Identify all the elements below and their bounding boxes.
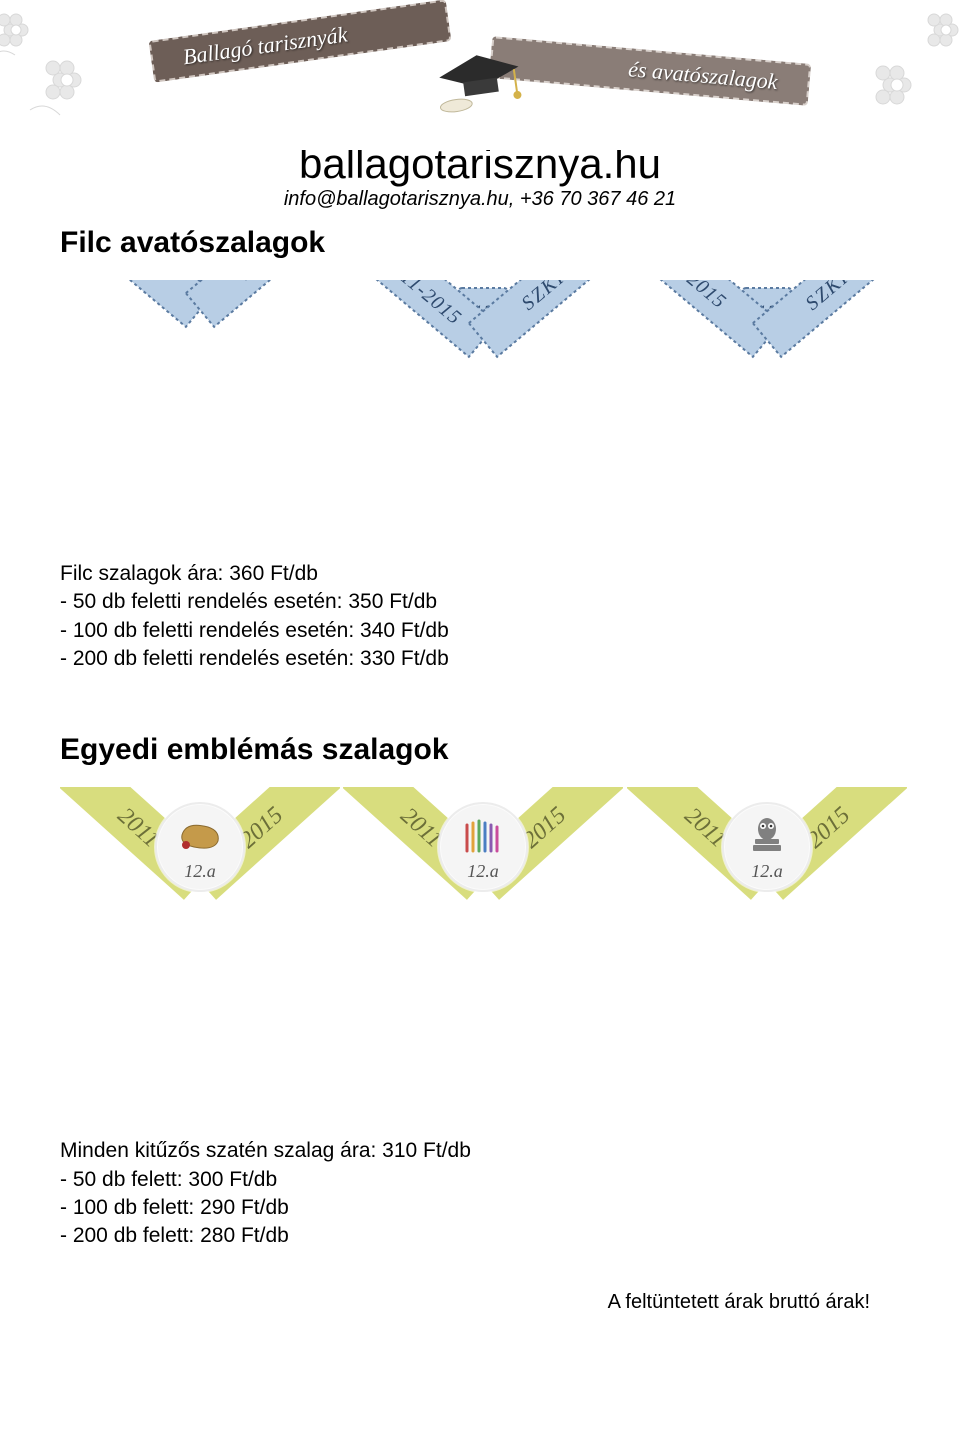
filc-ribbon-item: 12 2015 SZKI [627, 280, 900, 510]
banner-wrap: Ballagó tarisznyák és avatószalagok [130, 10, 830, 130]
svg-text:12.a: 12.a [751, 861, 783, 881]
heading-filc: Filc avatószalagok [60, 226, 900, 260]
emblem-price-heading: Minden kitűzős szatén szalag ára: 310 Ft… [60, 1137, 900, 1165]
graduation-cap-icon [431, 44, 528, 116]
emblem-price-line: - 200 db felett: 280 Ft/db [60, 1222, 900, 1250]
page-content: ballagotarisznya.hu info@ballagotariszny… [0, 140, 960, 1354]
filc-price-heading: Filc szalagok ára: 360 Ft/db [60, 560, 900, 588]
filc-price-block: Filc szalagok ára: 360 Ft/db - 50 db fel… [60, 560, 900, 673]
emblem-ribbon-row: 2011 2015 12.a 2011 2015 [60, 787, 900, 1077]
page-decor-banner: Ballagó tarisznyák és avatószalagok [0, 0, 960, 150]
site-contact: info@ballagotarisznya.hu, +36 70 367 46 … [60, 188, 900, 211]
filc-price-line: - 100 db feletti rendelés esetén: 340 Ft… [60, 617, 900, 645]
emblem-ribbon-item: 2011 2015 12.a [627, 787, 900, 1077]
filc-price-line: - 50 db feletti rendelés esetén: 350 Ft/… [60, 588, 900, 616]
heading-emblem: Egyedi emblémás szalagok [60, 733, 900, 767]
flower-decor-left-icon [0, 0, 110, 140]
flower-decor-right-icon [850, 0, 960, 140]
footer-price-note: A feltüntetett árak bruttó árak! [60, 1291, 900, 1314]
banner-text-right: és avatószalagok [489, 36, 811, 106]
filc-ribbon-row: 2011 2015 12 2011-2015 SZKI 12 2 [60, 280, 900, 510]
emblem-price-line: - 100 db felett: 290 Ft/db [60, 1194, 900, 1222]
emblem-ribbon-item: 2011 2015 12.a [60, 787, 333, 1077]
emblem-price-line: - 50 db felett: 300 Ft/db [60, 1166, 900, 1194]
emblem-ribbon-item: 2011 2015 12.a [343, 787, 616, 1077]
svg-text:12.a: 12.a [468, 861, 500, 881]
svg-text:12.a: 12.a [184, 861, 216, 881]
filc-ribbon-item: 12 2011-2015 SZKI [343, 280, 616, 510]
filc-price-line: - 200 db feletti rendelés esetén: 330 Ft… [60, 645, 900, 673]
emblem-price-block: Minden kitűzős szatén szalag ára: 310 Ft… [60, 1137, 900, 1250]
filc-ribbon-item: 2011 2015 [60, 280, 333, 510]
banner-text-left: Ballagó tarisznyák [149, 0, 452, 83]
